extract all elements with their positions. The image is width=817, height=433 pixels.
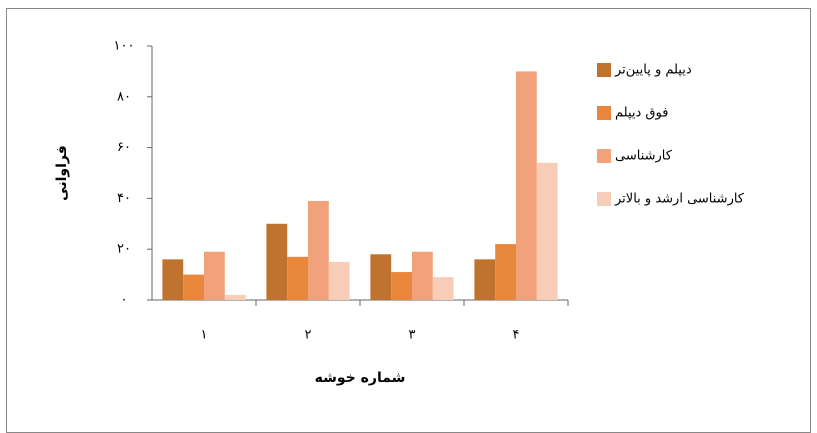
y-tick-label: ۸۰ xyxy=(117,89,131,104)
chart-frame xyxy=(6,8,811,433)
bar xyxy=(266,223,288,300)
bar xyxy=(328,261,350,300)
legend-label: فوق دیپلم xyxy=(615,106,668,121)
y-tick-label: ۱۰۰ xyxy=(114,39,135,54)
legend-label: کارشناسی ارشد و بالاتر xyxy=(614,192,745,207)
bar xyxy=(516,71,537,301)
y-tick-label: ۴۰ xyxy=(117,191,131,206)
bar xyxy=(536,162,558,300)
bar xyxy=(287,256,308,300)
x-axis-title: شماره خوشه xyxy=(315,370,406,386)
bar xyxy=(412,251,433,300)
x-tick-label: ۳ xyxy=(409,328,416,343)
y-tick-label: ۶۰ xyxy=(117,140,131,155)
x-tick-label: ۴ xyxy=(513,328,520,343)
y-tick-label: ۲۰ xyxy=(117,242,131,257)
legend-swatch xyxy=(597,192,611,206)
x-tick-label: ۱ xyxy=(201,328,208,343)
legend-swatch xyxy=(597,106,611,120)
bar xyxy=(204,251,225,300)
legend-label: کارشناسی xyxy=(615,149,673,164)
bar xyxy=(432,277,454,300)
bar xyxy=(495,244,516,300)
bar xyxy=(308,200,329,300)
bar xyxy=(224,294,246,300)
y-axis-title: فراوانی xyxy=(54,145,70,201)
bar xyxy=(474,259,496,300)
y-tick-label: ۰ xyxy=(121,293,128,308)
bar xyxy=(162,259,184,300)
bar xyxy=(370,254,392,300)
bar xyxy=(391,272,412,300)
legend-swatch xyxy=(597,149,611,163)
legend-swatch xyxy=(597,63,611,77)
legend-label: دیپلم و پایین‌تر xyxy=(614,63,692,78)
bar xyxy=(183,274,204,300)
x-tick-label: ۲ xyxy=(305,328,312,343)
